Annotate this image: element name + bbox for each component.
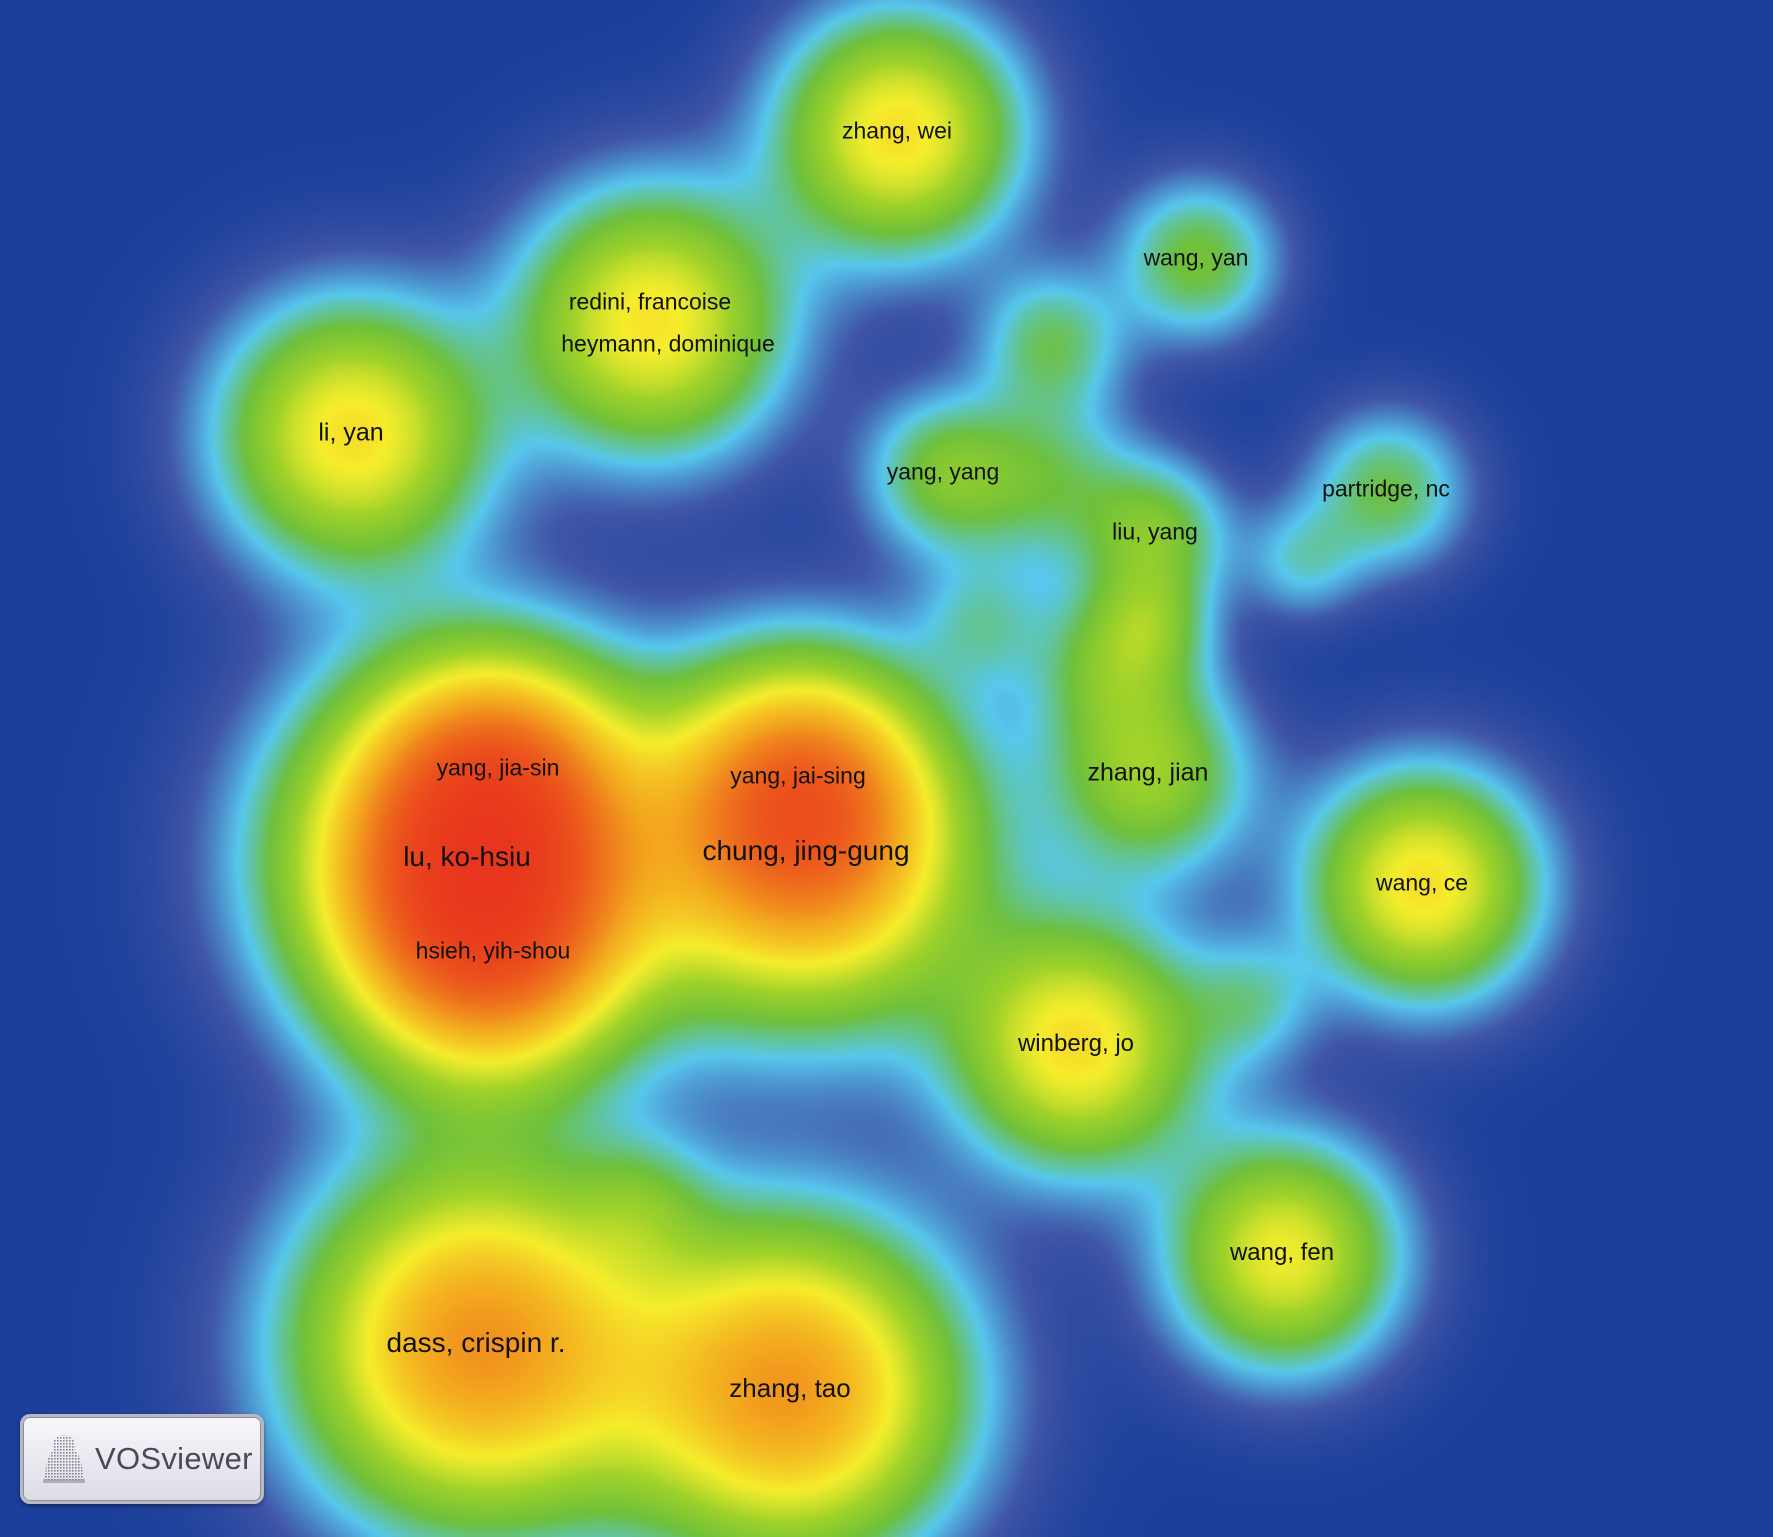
author-label-chung-jing-gung[interactable]: chung, jing-gung xyxy=(702,835,910,866)
author-label-yang-jai-sing[interactable]: yang, jai-sing xyxy=(730,762,866,789)
author-label-liu-yang[interactable]: liu, yang xyxy=(1112,518,1198,545)
author-label-winberg-jo[interactable]: winberg, jo xyxy=(1017,1030,1135,1057)
author-label-yang-jia-sin[interactable]: yang, jia-sin xyxy=(436,754,560,781)
author-label-wang-yan[interactable]: wang, yan xyxy=(1143,244,1249,271)
author-label-redini-francoise[interactable]: redini, francoise xyxy=(568,288,732,315)
vosviewer-logo-text: VOSviewer xyxy=(95,1441,253,1476)
author-label-wang-ce[interactable]: wang, ce xyxy=(1375,869,1469,896)
author-label-wang-fen[interactable]: wang, fen xyxy=(1229,1239,1335,1266)
author-label-hsieh-yih-shou[interactable]: hsieh, yih-shou xyxy=(415,937,571,964)
author-label-li-yan[interactable]: li, yan xyxy=(318,418,384,447)
author-label-partridge-nc[interactable]: partridge, nc xyxy=(1322,475,1450,502)
author-label-zhang-jian[interactable]: zhang, jian xyxy=(1087,758,1209,787)
author-label-lu-ko-hsiu[interactable]: lu, ko-hsiu xyxy=(403,841,531,872)
author-label-zhang-wei[interactable]: zhang, wei xyxy=(842,117,952,144)
vosviewer-logo-icon xyxy=(43,1435,85,1483)
author-label-yang-yang[interactable]: yang, yang xyxy=(886,458,1000,485)
author-label-heymann-dominique[interactable]: heymann, dominique xyxy=(561,330,775,357)
author-label-dass-crispin-r[interactable]: dass, crispin r. xyxy=(386,1327,566,1358)
vosviewer-logo: VOSviewer xyxy=(20,1414,264,1504)
author-label-zhang-tao[interactable]: zhang, tao xyxy=(729,1373,851,1403)
